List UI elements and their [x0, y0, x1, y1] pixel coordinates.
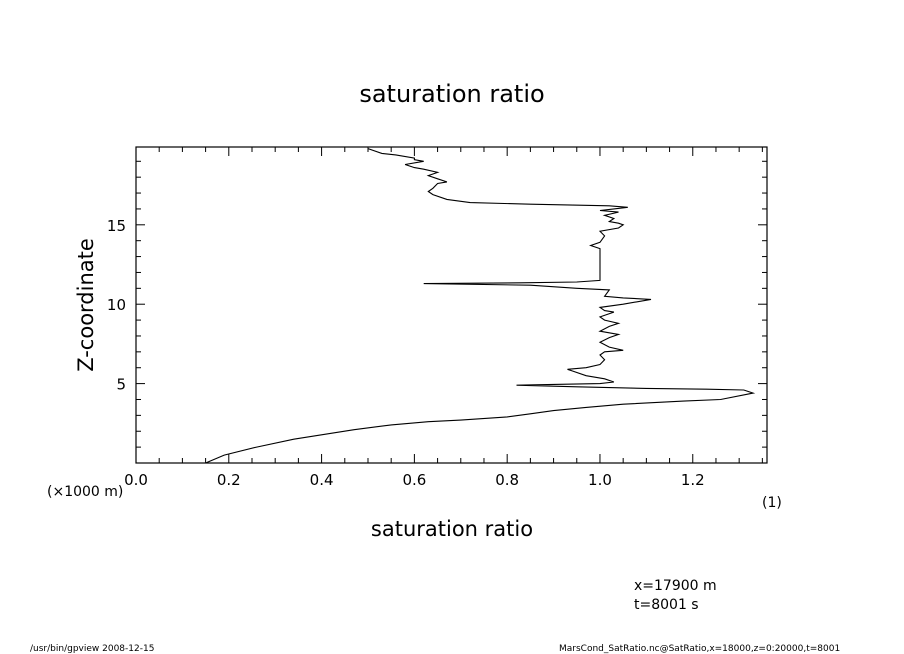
y-axis-label: Z-coordinate [74, 238, 98, 372]
x-tick-label: 0.6 [402, 471, 426, 489]
y-tick-label: 15 [107, 217, 126, 235]
y-tick-labels: 5 10 15 [107, 217, 126, 394]
axis-ticks [135, 147, 767, 463]
x-tick-label: 1.0 [588, 471, 612, 489]
x-tick-label: 0.2 [217, 471, 241, 489]
x-tick-label: 0.4 [310, 471, 334, 489]
x-tick-label: 1.2 [681, 471, 705, 489]
footer-left: /usr/bin/gpview 2008-12-15 [30, 644, 154, 654]
x-unit-label: (1) [762, 495, 782, 511]
footer-right: MarsCond_SatRatio.nc@SatRatio,x=18000,z=… [559, 644, 840, 654]
x-tick-label: 0.8 [495, 471, 519, 489]
time-label: t=8001 s [634, 597, 699, 613]
y-tick-label: 5 [116, 376, 126, 394]
series-line [205, 148, 756, 464]
x-axis-label: saturation ratio [371, 517, 533, 541]
x-tick-labels: 0.0 0.2 0.4 0.6 0.8 1.0 1.2 [124, 471, 705, 489]
plot-frame [135, 146, 768, 464]
y-tick-label: 10 [107, 296, 126, 314]
position-label: x=17900 m [634, 578, 717, 594]
x-tick-label: 0.0 [124, 471, 148, 489]
chart-title: saturation ratio [359, 80, 544, 108]
y-unit-label: (×1000 m) [47, 484, 123, 500]
